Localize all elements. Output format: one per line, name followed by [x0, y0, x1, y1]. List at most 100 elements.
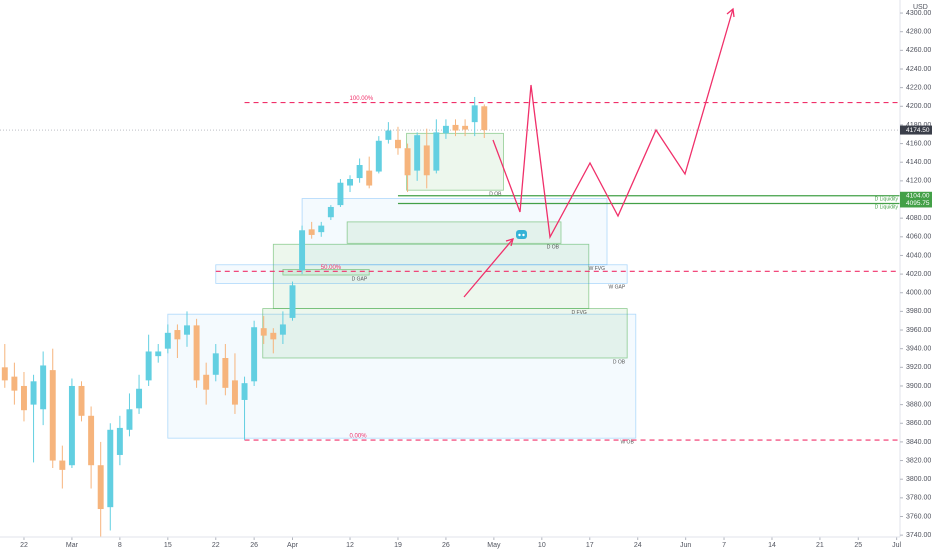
- candle-body: [395, 139, 401, 149]
- candle-body: [404, 148, 411, 176]
- candles: [1, 96, 488, 537]
- zone-label: D GAP: [352, 276, 368, 282]
- y-tick-label: 3880.00: [906, 401, 931, 408]
- candle-body: [184, 325, 190, 335]
- candle-body: [231, 380, 238, 405]
- x-tick-label: 12: [346, 542, 354, 549]
- y-tick-label: 3820.00: [906, 457, 931, 464]
- y-tick-label: 4020.00: [906, 271, 931, 278]
- zone-label: W GAP: [608, 285, 625, 291]
- price-axis: [900, 0, 932, 550]
- candle-body: [116, 427, 123, 455]
- candle-body: [452, 124, 459, 131]
- candle-body: [385, 130, 392, 140]
- candle-body: [414, 135, 421, 171]
- y-tick-label: 3840.00: [906, 439, 931, 446]
- candle-body: [78, 385, 85, 416]
- zone: [406, 132, 504, 191]
- liquidity-price-label: 4104.00: [906, 193, 930, 200]
- x-tick-label: 26: [442, 542, 450, 549]
- y-tick-label: 3920.00: [906, 364, 931, 371]
- candle-body: [126, 409, 133, 430]
- y-tick-label: 3960.00: [906, 327, 931, 334]
- candle-body: [289, 285, 296, 318]
- y-tick-label: 4260.00: [906, 47, 931, 54]
- candle-body: [174, 330, 181, 340]
- liquidity-name: D Liquidity: [875, 204, 899, 210]
- candle-body: [97, 465, 104, 510]
- x-tick-label: Jul: [892, 542, 901, 549]
- zone-label: D OB: [489, 192, 502, 198]
- x-tick-label: 22: [20, 542, 28, 549]
- x-tick-label: 19: [394, 542, 402, 549]
- x-tick-label: Mar: [66, 542, 79, 549]
- zone-label: D FVG: [572, 310, 587, 316]
- arrow: [463, 238, 514, 298]
- candle-body: [40, 365, 47, 410]
- candle-body: [11, 376, 18, 391]
- liquidity-price-box: [900, 199, 932, 208]
- candle-body: [193, 325, 200, 381]
- candle-body: [203, 374, 210, 390]
- liquidity-price-label: 4095.75: [906, 200, 930, 207]
- projection-arrowhead: [726, 7, 735, 18]
- candle-body: [481, 106, 488, 131]
- x-tick-label: Apr: [287, 542, 299, 549]
- candle-body: [222, 358, 229, 388]
- candle-body: [1, 367, 8, 381]
- candle-body: [241, 383, 248, 400]
- zone: [282, 269, 370, 276]
- x-tick-label: 14: [768, 542, 776, 549]
- candle-body: [212, 353, 219, 375]
- candle-body: [136, 388, 143, 409]
- liquidity-price-box: [900, 191, 932, 200]
- candle-body: [30, 381, 37, 405]
- y-tick-label: 4060.00: [906, 234, 931, 241]
- y-tick-label: 4240.00: [906, 66, 931, 73]
- liquidity-name: D Liquidity: [875, 197, 899, 203]
- zone-label: D OB: [547, 245, 560, 251]
- y-tick-label: 3980.00: [906, 308, 931, 315]
- candle-body: [308, 229, 315, 235]
- axis: 3740.00 3760.00 3780.00 3800.00 3820.00 3840.…: [0, 10, 932, 549]
- candle-body: [251, 327, 258, 382]
- zone: [272, 243, 590, 309]
- y-tick-label: 4180.00: [906, 122, 931, 129]
- zone-label: W OB: [620, 440, 634, 446]
- x-tick-label: May: [487, 542, 501, 549]
- zone: [215, 264, 628, 284]
- candle-body: [145, 351, 152, 381]
- candle-body: [375, 140, 382, 172]
- x-tick-label: 24: [634, 542, 642, 549]
- candle-body: [155, 351, 162, 357]
- x-tick-label: 8: [118, 542, 122, 549]
- candle-body: [164, 332, 171, 349]
- x-tick-label: 7: [722, 542, 726, 549]
- x-tick-label: 10: [538, 542, 546, 549]
- zone: [301, 198, 608, 266]
- y-tick-label: 3900.00: [906, 383, 931, 390]
- x-tick-label: 21: [816, 542, 824, 549]
- x-tick-label: 17: [586, 542, 594, 549]
- candle-body: [347, 179, 353, 186]
- candle-body: [318, 225, 325, 233]
- y-tick-label: 3760.00: [906, 513, 931, 520]
- zone: [167, 313, 637, 439]
- x-tick-label: 15: [164, 542, 172, 549]
- y-tick-label: 4120.00: [906, 178, 931, 185]
- zone: [262, 308, 628, 359]
- x-tick-label: 26: [250, 542, 258, 549]
- candle-body: [471, 105, 478, 123]
- y-tick-label: 4200.00: [906, 103, 931, 110]
- y-tick-label: 4000.00: [906, 290, 931, 297]
- zone: [346, 221, 562, 244]
- currency-label: USD: [913, 4, 928, 11]
- y-tick-label: 4140.00: [906, 159, 931, 166]
- arrow-head: [505, 238, 514, 247]
- candle-body: [442, 125, 449, 134]
- last-price-box: [900, 125, 932, 135]
- y-tick-label: 4300.00: [906, 10, 931, 17]
- y-tick-label: 3780.00: [906, 495, 931, 502]
